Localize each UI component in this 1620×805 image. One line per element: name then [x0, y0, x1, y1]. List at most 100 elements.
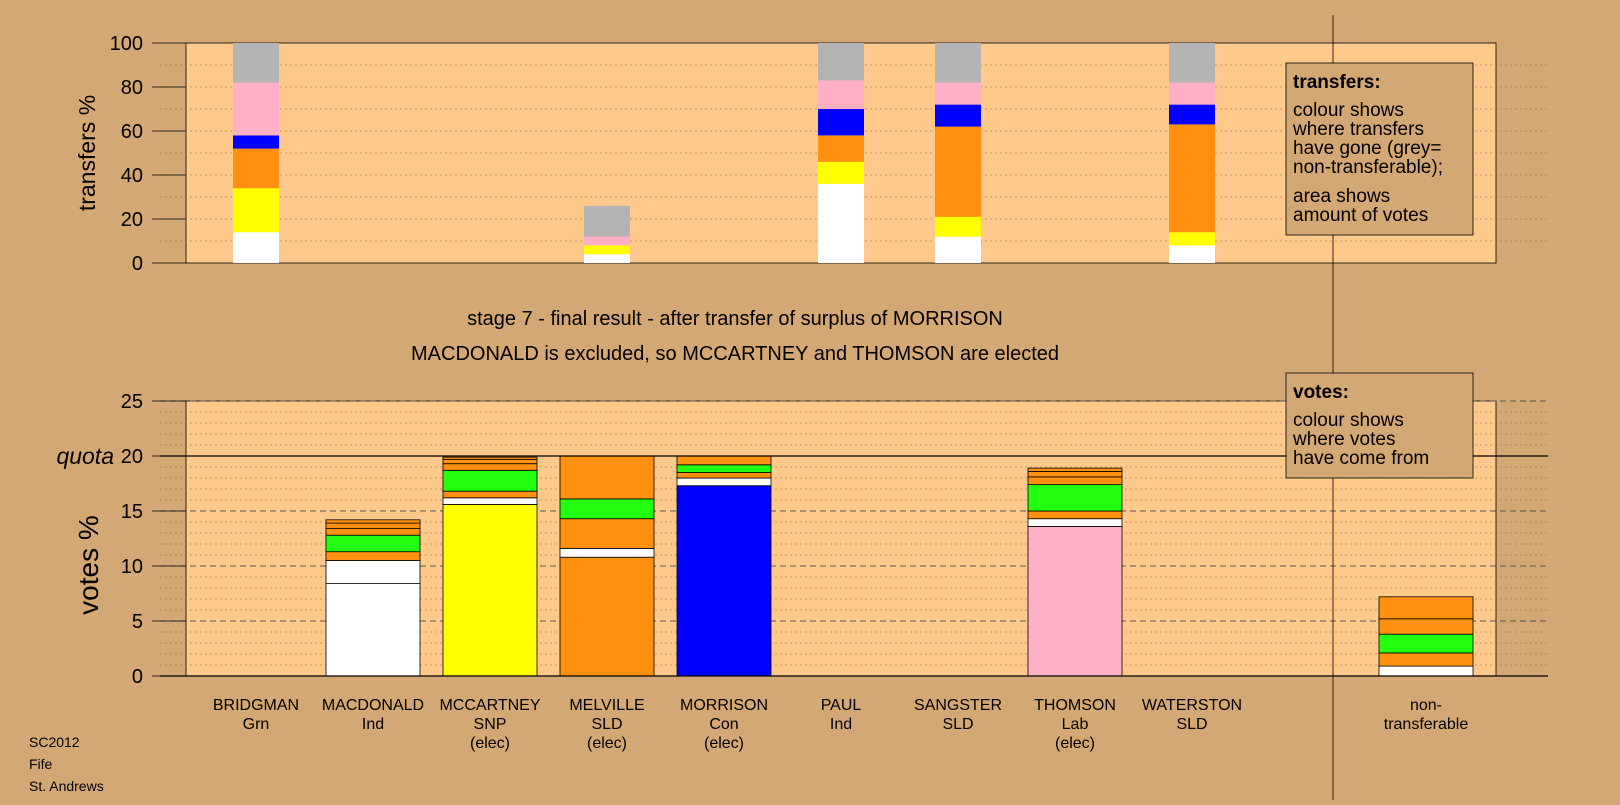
- candidate-label: THOMSON: [1034, 697, 1116, 714]
- transfer-segment: [935, 43, 981, 83]
- candidate-label: Grn: [243, 716, 270, 733]
- candidate-label: (elec): [587, 735, 627, 752]
- vote-segment: [1027, 476, 1123, 485]
- vote-segment: [325, 522, 421, 529]
- transfer-segment: [584, 236, 630, 246]
- transfers-legend-heading: transfers:: [1293, 72, 1381, 93]
- candidate-label: transferable: [1384, 716, 1469, 733]
- vote-segment: [325, 560, 421, 585]
- candidate-label: (elec): [704, 735, 744, 752]
- transfers-legend-line: amount of votes: [1293, 205, 1428, 226]
- transfer-segment: [1169, 124, 1215, 233]
- transfer-segment: [233, 43, 279, 83]
- vote-segment: [1378, 665, 1474, 677]
- votes-bars: [325, 455, 1474, 677]
- vote-segment: [1027, 484, 1123, 512]
- transfer-segment: [818, 109, 864, 136]
- transfer-segment: [935, 82, 981, 105]
- footer-ward: St. Andrews: [29, 778, 104, 794]
- y-tick-label: 25: [121, 391, 143, 413]
- vote-segment: [1027, 467, 1123, 472]
- transfer-segment: [935, 236, 981, 263]
- vote-segment: [676, 485, 772, 677]
- y-tick-label: 10: [121, 556, 143, 578]
- transfer-segment: [818, 161, 864, 184]
- y-tick-label: 80: [121, 77, 143, 99]
- transfers-legend-box: [1285, 62, 1474, 236]
- vote-segment: [325, 583, 421, 677]
- candidate-label: MELVILLE: [569, 697, 644, 714]
- vote-segment: [1378, 618, 1474, 635]
- transfer-segment: [818, 183, 864, 263]
- chart-subtitle: MACDONALD is excluded, so MCCARTNEY and …: [411, 343, 1059, 365]
- transfer-segment: [935, 126, 981, 217]
- candidate-label: SLD: [942, 716, 973, 733]
- vote-segment: [325, 528, 421, 536]
- vote-segment: [1027, 470, 1123, 478]
- candidate-label: (elec): [470, 735, 510, 752]
- votes-y-axis-label: votes %: [73, 515, 104, 615]
- votes-legend-heading: votes:: [1293, 382, 1349, 403]
- votes-legend-box: [1285, 372, 1474, 479]
- transfers-bars: [233, 43, 1215, 263]
- vote-segment: [1378, 596, 1474, 620]
- y-tick-label: 5: [132, 611, 143, 633]
- candidate-label: MCCARTNEY: [439, 697, 540, 714]
- vote-segment: [676, 464, 772, 473]
- vote-segment: [1378, 652, 1474, 667]
- y-tick-label: 60: [121, 121, 143, 143]
- candidate-labels: BRIDGMAN Grn MACDONALD Ind MCCARTNEY SNP (elec…: [213, 697, 1468, 752]
- y-tick-label: 0: [132, 666, 143, 688]
- votes-legend-line: where votes: [1292, 429, 1395, 450]
- transfers-legend-line: colour shows: [1293, 100, 1404, 121]
- transfer-segment: [584, 245, 630, 255]
- transfer-segment: [818, 43, 864, 81]
- vote-segment: [325, 534, 421, 553]
- vote-segment: [442, 490, 538, 499]
- y-tick-label: 100: [110, 33, 143, 55]
- transfer-segment: [233, 82, 279, 136]
- vote-segment: [559, 498, 655, 520]
- candidate-label: PAUL: [821, 697, 862, 714]
- candidate-label: SNP: [474, 716, 507, 733]
- candidate-label: Ind: [830, 716, 852, 733]
- vote-segment: [325, 519, 421, 524]
- candidate-label: MORRISON: [680, 697, 768, 714]
- vote-segment: [1378, 633, 1474, 654]
- y-tick-label: 20: [121, 446, 143, 468]
- vote-segment: [325, 551, 421, 561]
- transfer-segment: [1169, 232, 1215, 246]
- vote-segment: [442, 463, 538, 471]
- transfer-segment: [935, 104, 981, 127]
- vote-segment: [559, 548, 655, 558]
- y-tick-label: 0: [132, 253, 143, 275]
- y-tick-label: 20: [121, 209, 143, 231]
- footer-council: Fife: [29, 756, 53, 772]
- candidate-label: Con: [709, 716, 738, 733]
- candidate-label: Lab: [1062, 716, 1089, 733]
- vote-segment: [1027, 518, 1123, 527]
- candidate-label: WATERSTON: [1142, 697, 1242, 714]
- votes-legend-line: have come from: [1293, 448, 1429, 469]
- transfer-segment: [584, 205, 630, 237]
- vote-segment: [1027, 510, 1123, 520]
- footer: SC2012 Fife St. Andrews: [29, 734, 104, 794]
- quota-label: quota: [56, 443, 114, 469]
- transfers-y-ticks: 0 20 40 60 80 100: [110, 33, 186, 275]
- transfer-segment: [1169, 245, 1215, 263]
- vote-segment: [442, 456, 538, 460]
- transfers-y-axis-label: transfers %: [74, 95, 100, 211]
- candidate-label: BRIDGMAN: [213, 697, 299, 714]
- votes-legend: votes: colour shows where votes have com…: [1285, 372, 1474, 479]
- votes-y-ticks: 0 5 10 15 25 20: [121, 391, 186, 688]
- transfers-legend: transfers: colour shows where transfers …: [1285, 62, 1474, 236]
- candidate-label: non-: [1410, 697, 1442, 714]
- vote-segment: [559, 518, 655, 549]
- transfer-segment: [1169, 104, 1215, 125]
- transfers-legend-line: where transfers: [1292, 119, 1424, 140]
- transfer-segment: [1169, 82, 1215, 105]
- vote-segment: [676, 455, 772, 466]
- transfer-segment: [818, 80, 864, 109]
